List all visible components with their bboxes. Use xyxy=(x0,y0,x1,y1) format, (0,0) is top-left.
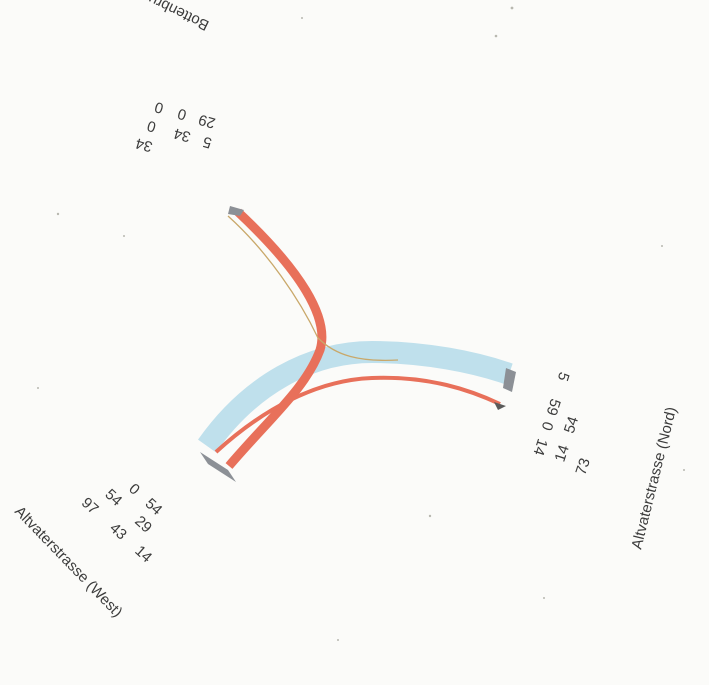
count-nord-1-0: 0 xyxy=(538,419,557,432)
count-nord-0-1: 54 xyxy=(561,414,582,435)
flow-band-west-nord xyxy=(198,340,513,453)
street-label-nord: Altvaterstrasse (Nord) xyxy=(628,405,680,551)
count-nord-1-1: 59 xyxy=(542,397,563,418)
arm-bottenbrunnen: Bottenbrunnenstrasse 34 5 34 0 29 0 0 xyxy=(72,0,218,155)
count-nord-2-1: 14 xyxy=(552,443,573,464)
arm-nord: Altvaterstrasse (Nord) 14 0 59 5 14 54 7… xyxy=(529,370,680,551)
background-specks xyxy=(37,6,685,641)
count-botten-1-0: 0 xyxy=(145,117,158,136)
count-west-0-0: 0 xyxy=(125,480,143,498)
count-botten-2-2: 29 xyxy=(197,111,218,132)
street-label-west: Altvaterstrasse (West) xyxy=(11,503,126,621)
flow-band-botten-nord xyxy=(227,215,399,362)
counts-bottenbrunnen: 34 5 34 0 29 0 0 xyxy=(134,98,218,155)
flow-bands xyxy=(198,206,516,482)
count-botten-0-0: 34 xyxy=(134,134,155,155)
arrow-tip-nord xyxy=(494,402,506,410)
count-west-1-0: 54 xyxy=(102,486,126,510)
count-botten-1-1: 34 xyxy=(172,124,193,145)
count-nord-0-0: 5 xyxy=(554,370,573,383)
arm-cap-west xyxy=(200,452,236,482)
count-nord-2-0: 14 xyxy=(529,436,550,457)
street-label-bottenbrunnen: Bottenbrunnenstrasse xyxy=(72,0,211,34)
count-nord-2-2: 73 xyxy=(573,456,594,477)
counts-nord: 14 0 59 5 14 54 73 xyxy=(529,370,594,477)
arm-west: Altvaterstrasse (West) 0 54 54 29 97 43 … xyxy=(11,480,166,621)
flow-band-west-nord-lower xyxy=(214,375,501,454)
arm-cap-botten xyxy=(228,206,244,216)
count-west-2-0: 97 xyxy=(78,494,102,518)
arm-cap-nord xyxy=(503,368,516,392)
count-west-2-2: 14 xyxy=(131,542,155,566)
flow-band-west-botten xyxy=(225,208,327,469)
count-west-2-1: 43 xyxy=(106,520,130,544)
count-botten-2-0: 0 xyxy=(153,98,166,117)
count-botten-2-1: 0 xyxy=(176,105,189,124)
counts-west: 0 54 54 29 97 43 14 xyxy=(78,480,166,566)
count-botten-1-2: 5 xyxy=(201,133,214,152)
